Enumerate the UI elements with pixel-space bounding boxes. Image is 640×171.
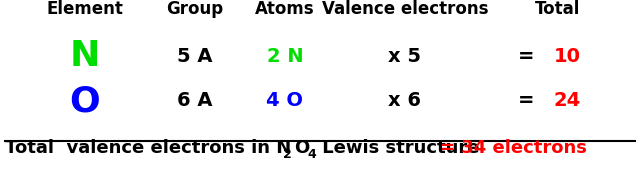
Text: 2 N: 2 N <box>267 47 303 65</box>
Text: 4: 4 <box>307 148 316 161</box>
Text: N: N <box>70 39 100 73</box>
Text: = 34 electrons: = 34 electrons <box>440 139 587 157</box>
Text: Total: Total <box>535 0 580 18</box>
Text: =: = <box>518 47 541 65</box>
Text: Group: Group <box>166 0 223 18</box>
Text: 2: 2 <box>283 148 292 161</box>
Text: O: O <box>294 139 309 157</box>
Text: 10: 10 <box>554 47 580 65</box>
Text: Total  valence electrons in N: Total valence electrons in N <box>5 139 291 157</box>
Text: Valence electrons: Valence electrons <box>322 0 488 18</box>
Text: 4 O: 4 O <box>266 91 303 110</box>
Text: 5 A: 5 A <box>177 47 212 65</box>
Text: Atoms: Atoms <box>255 0 315 18</box>
Text: =: = <box>518 91 541 110</box>
Text: Lewis structure: Lewis structure <box>316 139 486 157</box>
Text: O: O <box>70 84 100 118</box>
Text: 6 A: 6 A <box>177 91 212 110</box>
Text: x 6: x 6 <box>388 91 422 110</box>
Text: x 5: x 5 <box>388 47 422 65</box>
Text: 24: 24 <box>554 91 580 110</box>
Text: Element: Element <box>47 0 124 18</box>
